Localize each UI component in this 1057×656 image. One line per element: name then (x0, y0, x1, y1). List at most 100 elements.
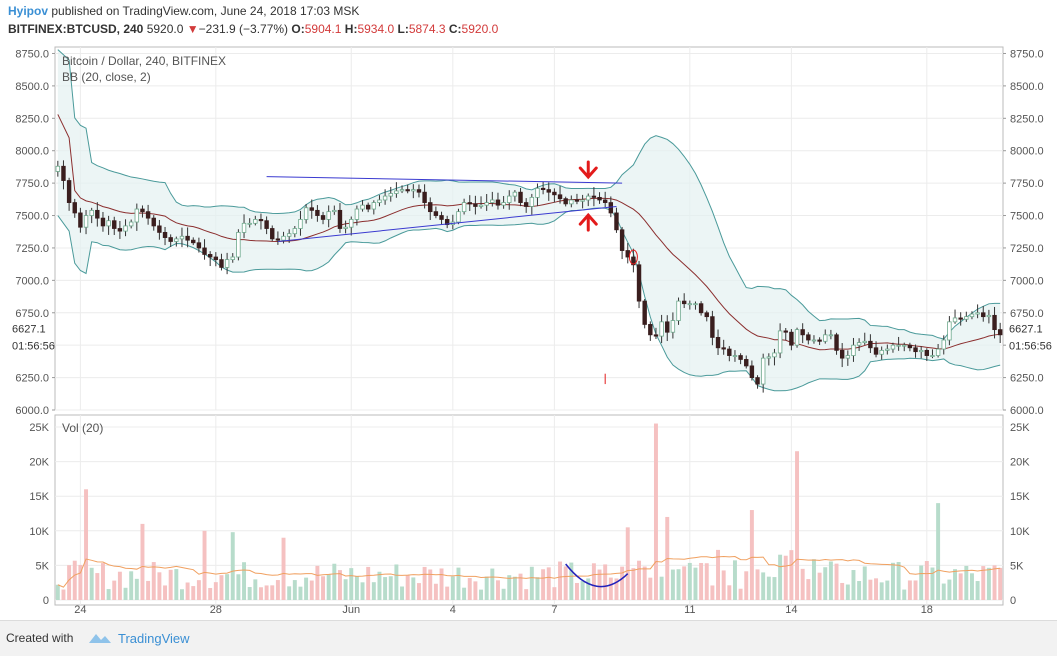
candle-body (151, 217, 156, 227)
candle-body (529, 196, 535, 207)
chart-title: Bitcoin / Dollar, 240, BITFINEX (62, 54, 226, 68)
tradingview-logo-icon (89, 634, 111, 643)
down-triangle-icon: ▼ (186, 22, 199, 36)
open-value: 5904.1 (304, 22, 342, 36)
candle-body (665, 321, 670, 333)
bb-legend: BB (20, close, 2) (62, 70, 151, 84)
candle-body (360, 204, 365, 210)
volume-bar (479, 589, 484, 600)
volume-bar (586, 578, 591, 600)
candle-body (569, 199, 574, 205)
candle-body (507, 195, 512, 203)
candle-body (997, 329, 1003, 336)
volume-tick-label-left: 15K (29, 491, 49, 503)
candle-body (298, 219, 303, 229)
bollinger-basis-line (57, 114, 1001, 351)
volume-bar (857, 581, 862, 600)
volume-bar (326, 574, 331, 600)
volume-bar (112, 580, 117, 600)
trendline[interactable] (266, 176, 623, 184)
volume-bar (653, 423, 658, 600)
volume-bar (84, 489, 89, 600)
volume-bar (761, 572, 766, 600)
volume-bar (862, 566, 867, 600)
candle-body (789, 331, 794, 346)
volume-bar (552, 587, 557, 600)
trendline[interactable] (277, 205, 617, 242)
candle-body (868, 340, 873, 349)
candle-body (365, 204, 371, 210)
candle-body (777, 330, 783, 354)
volume-bar (546, 567, 551, 600)
candle-body (811, 339, 817, 342)
candle-body (862, 340, 867, 343)
volume-bar (202, 530, 207, 600)
volume-bar (450, 576, 455, 600)
candle-body (586, 195, 591, 201)
volume-bar (309, 580, 314, 600)
volume-bar (716, 549, 721, 600)
candle-body (371, 202, 377, 210)
candle-body (918, 349, 924, 353)
tradingview-brand[interactable]: TradingView (118, 631, 190, 646)
candle-body (924, 349, 930, 356)
candle-body (292, 228, 298, 235)
price-tick-label-right: 7500.0 (1010, 211, 1044, 223)
candle-body (597, 196, 602, 201)
volume-bar (151, 562, 156, 600)
bollinger-upper-band (57, 49, 1001, 340)
volume-bar (501, 588, 506, 600)
volume-bar (840, 582, 845, 600)
volume-bar (507, 575, 512, 600)
candle-body (518, 191, 523, 203)
volume-bar (258, 587, 263, 600)
volume-bar (744, 571, 749, 600)
volume-bar (343, 579, 348, 600)
volume-bar (766, 576, 771, 600)
volume-bar (981, 566, 986, 600)
candle-body (636, 264, 642, 302)
author-name[interactable]: Hyipov (8, 4, 49, 18)
volume-bar (490, 568, 495, 600)
candle-body (281, 235, 286, 241)
candle-body (591, 195, 597, 198)
volume-bar (907, 580, 912, 600)
volume-bar (371, 582, 376, 600)
volume-tick-label-right: 25K (1010, 422, 1030, 434)
price-tick-label-left: 6000.0 (15, 405, 49, 417)
candle-body (473, 203, 478, 207)
candle-body (247, 222, 252, 225)
volume-bar (721, 570, 726, 600)
candle-body (580, 199, 585, 202)
candle-body (309, 207, 314, 211)
volume-bar (874, 578, 879, 600)
last-price-label-left: 6627.1 (12, 324, 46, 336)
volume-bar (563, 566, 568, 600)
volume-bar (608, 577, 613, 600)
candle-body (128, 221, 134, 227)
volume-bar (823, 567, 828, 600)
created-with-text: Created with (6, 631, 74, 645)
volume-bar (969, 573, 974, 600)
volume-bar (806, 579, 811, 600)
candle-body (377, 199, 382, 203)
volume-bar (772, 577, 777, 600)
volume-bar (512, 576, 517, 600)
volume-bar (213, 582, 218, 600)
volume-bar (332, 563, 337, 600)
candle-body (196, 242, 202, 249)
volume-bar (992, 565, 997, 600)
candle-body (490, 199, 495, 203)
candle-body (964, 316, 969, 320)
volume-bar (625, 527, 630, 600)
candle-body (394, 190, 399, 194)
candle-body (501, 202, 506, 206)
volume-bar (236, 574, 241, 600)
volume-bar (879, 582, 884, 600)
candle-body (83, 215, 89, 228)
volume-bar (676, 569, 681, 600)
volume-bar (631, 568, 636, 600)
price-tick-label-left: 7750.0 (15, 178, 49, 190)
x-tick-label: 7 (551, 604, 557, 616)
